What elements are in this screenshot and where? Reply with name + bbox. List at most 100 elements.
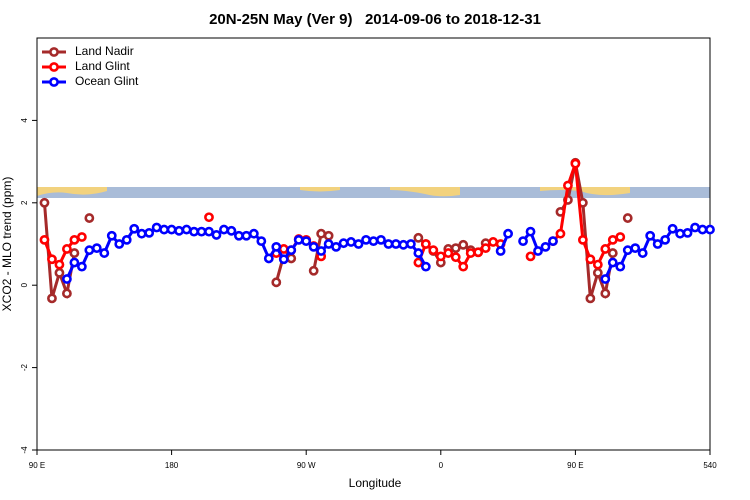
data-point bbox=[488, 237, 499, 247]
data-point bbox=[660, 234, 671, 245]
data-point bbox=[525, 251, 536, 262]
data-point bbox=[39, 197, 50, 208]
data-point bbox=[435, 251, 446, 262]
data-point bbox=[645, 230, 656, 241]
data-point bbox=[196, 226, 207, 237]
data-point bbox=[286, 245, 297, 256]
legend-label: Land Glint bbox=[75, 59, 130, 73]
data-point bbox=[361, 234, 371, 245]
data-point bbox=[211, 230, 222, 240]
data-point bbox=[278, 244, 289, 254]
data-point bbox=[675, 228, 685, 239]
data-point bbox=[84, 213, 95, 223]
data-point bbox=[91, 243, 102, 254]
data-point bbox=[151, 222, 162, 233]
data-point bbox=[353, 239, 364, 249]
data-point bbox=[585, 254, 596, 265]
x-tick-label: 180 bbox=[165, 461, 179, 470]
plot-frame bbox=[36, 37, 711, 451]
data-point bbox=[600, 274, 611, 284]
data-point bbox=[226, 225, 237, 236]
legend-label: Ocean Glint bbox=[75, 74, 139, 88]
data-point bbox=[278, 254, 289, 265]
data-point bbox=[271, 241, 282, 252]
data-point bbox=[62, 274, 72, 284]
data-point bbox=[652, 239, 663, 249]
data-point bbox=[248, 228, 259, 239]
data-point bbox=[69, 234, 80, 245]
data-point bbox=[465, 248, 476, 258]
data-point bbox=[204, 226, 214, 237]
data-point bbox=[577, 234, 588, 245]
data-point bbox=[293, 234, 304, 245]
data-point bbox=[174, 225, 184, 236]
data-point bbox=[450, 252, 461, 263]
data-point bbox=[525, 226, 536, 237]
data-point bbox=[114, 239, 125, 249]
data-point bbox=[204, 212, 214, 223]
data-point bbox=[420, 239, 431, 249]
data-point bbox=[443, 248, 454, 258]
legend-marker bbox=[49, 77, 59, 87]
y-axis-label: XCO2 - MLO trend (ppm) bbox=[0, 177, 14, 312]
data-point bbox=[39, 234, 50, 245]
data-point bbox=[62, 288, 72, 299]
data-point bbox=[450, 243, 461, 254]
x-tick-label: 0 bbox=[439, 461, 444, 470]
data-point bbox=[263, 253, 274, 264]
data-point bbox=[256, 236, 267, 247]
data-point bbox=[622, 245, 633, 256]
data-point bbox=[607, 234, 618, 245]
x-tick-label: 90 E bbox=[29, 461, 45, 470]
chart-title: 20N-25N May (Ver 9) 2014-09-06 to 2018-1… bbox=[209, 11, 541, 28]
data-point bbox=[84, 245, 95, 256]
data-point bbox=[376, 234, 386, 245]
data-point bbox=[331, 241, 342, 252]
data-point bbox=[47, 293, 57, 304]
y-tick-label: -4 bbox=[20, 446, 29, 454]
data-point bbox=[615, 232, 626, 242]
data-point bbox=[420, 261, 431, 272]
data-point bbox=[338, 238, 349, 249]
data-point bbox=[241, 230, 252, 241]
data-point bbox=[69, 248, 80, 258]
data-point bbox=[682, 227, 693, 238]
y-tick-label: 4 bbox=[20, 118, 29, 123]
data-point bbox=[159, 224, 170, 235]
data-point bbox=[323, 230, 334, 241]
data-point bbox=[473, 247, 484, 258]
data-point bbox=[563, 180, 573, 191]
data-point bbox=[271, 277, 282, 288]
data-point bbox=[308, 241, 319, 252]
data-point bbox=[503, 228, 513, 239]
data-point bbox=[667, 223, 678, 234]
data-point bbox=[316, 228, 327, 239]
data-point bbox=[181, 224, 192, 235]
data-point bbox=[383, 239, 394, 249]
data-point bbox=[600, 288, 611, 299]
data-point bbox=[368, 236, 379, 247]
data-point bbox=[62, 244, 72, 254]
data-point bbox=[458, 261, 469, 272]
data-point bbox=[637, 248, 648, 258]
legend-marker bbox=[49, 47, 59, 57]
data-point bbox=[615, 261, 626, 272]
data-point bbox=[76, 261, 87, 272]
data-point bbox=[121, 234, 132, 245]
data-point bbox=[323, 239, 334, 249]
data-point bbox=[76, 232, 87, 242]
data-point bbox=[592, 259, 603, 270]
data-point bbox=[286, 253, 297, 264]
data-point bbox=[630, 243, 641, 254]
data-point bbox=[233, 230, 244, 241]
data-point bbox=[413, 248, 424, 258]
data-point bbox=[585, 293, 596, 304]
data-point bbox=[106, 230, 117, 241]
data-point bbox=[136, 228, 147, 239]
data-point bbox=[99, 248, 110, 258]
data-point bbox=[607, 248, 618, 258]
data-point bbox=[129, 223, 140, 234]
data-point bbox=[308, 265, 319, 276]
data-point bbox=[458, 239, 469, 250]
x-tick-label: 540 bbox=[703, 461, 717, 470]
